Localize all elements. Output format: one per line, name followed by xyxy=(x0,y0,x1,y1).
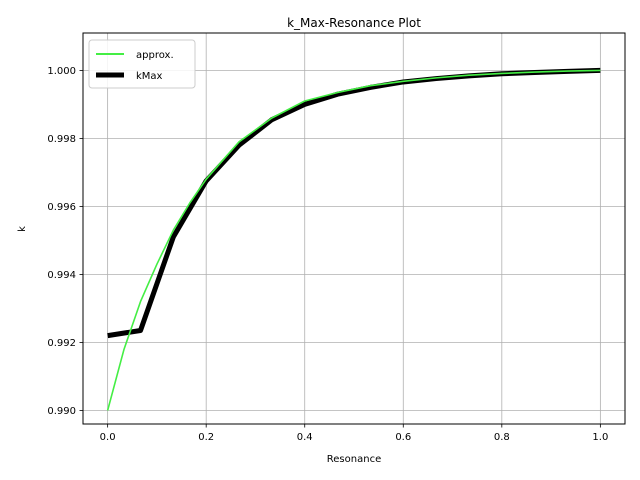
x-tick-label: 0.2 xyxy=(198,432,214,443)
y-tick-label: 0.996 xyxy=(47,202,76,213)
series-line-approx xyxy=(106,69,601,411)
x-tick-label: 0.8 xyxy=(494,432,510,443)
y-tick-label: 0.990 xyxy=(47,406,76,417)
x-ticks: 0.0 0.2 0.4 0.6 0.8 1.0 xyxy=(100,424,608,443)
x-tick-label: 0.6 xyxy=(395,432,411,443)
y-tick-label: 0.992 xyxy=(47,338,76,349)
y-axis-label: k xyxy=(17,226,28,232)
chart-title: k_Max-Resonance Plot xyxy=(287,16,421,30)
y-tick-label: 0.998 xyxy=(47,134,76,145)
y-tick-label: 0.994 xyxy=(47,270,76,281)
y-tick-label: 1.000 xyxy=(47,66,76,77)
legend: approx. kMax xyxy=(88,39,196,89)
x-tick-label: 0.0 xyxy=(100,432,116,443)
plot-frame xyxy=(82,32,626,425)
legend-label-approx: approx. xyxy=(136,50,174,61)
x-tick-label: 1.0 xyxy=(592,432,608,443)
y-ticks: 0.990 0.992 0.994 0.996 0.998 1.000 xyxy=(47,66,83,417)
grid xyxy=(83,33,625,424)
x-axis-label: Resonance xyxy=(327,454,381,465)
x-tick-label: 0.4 xyxy=(297,432,313,443)
legend-label-kmax: kMax xyxy=(136,71,163,82)
series-layer xyxy=(106,67,601,411)
